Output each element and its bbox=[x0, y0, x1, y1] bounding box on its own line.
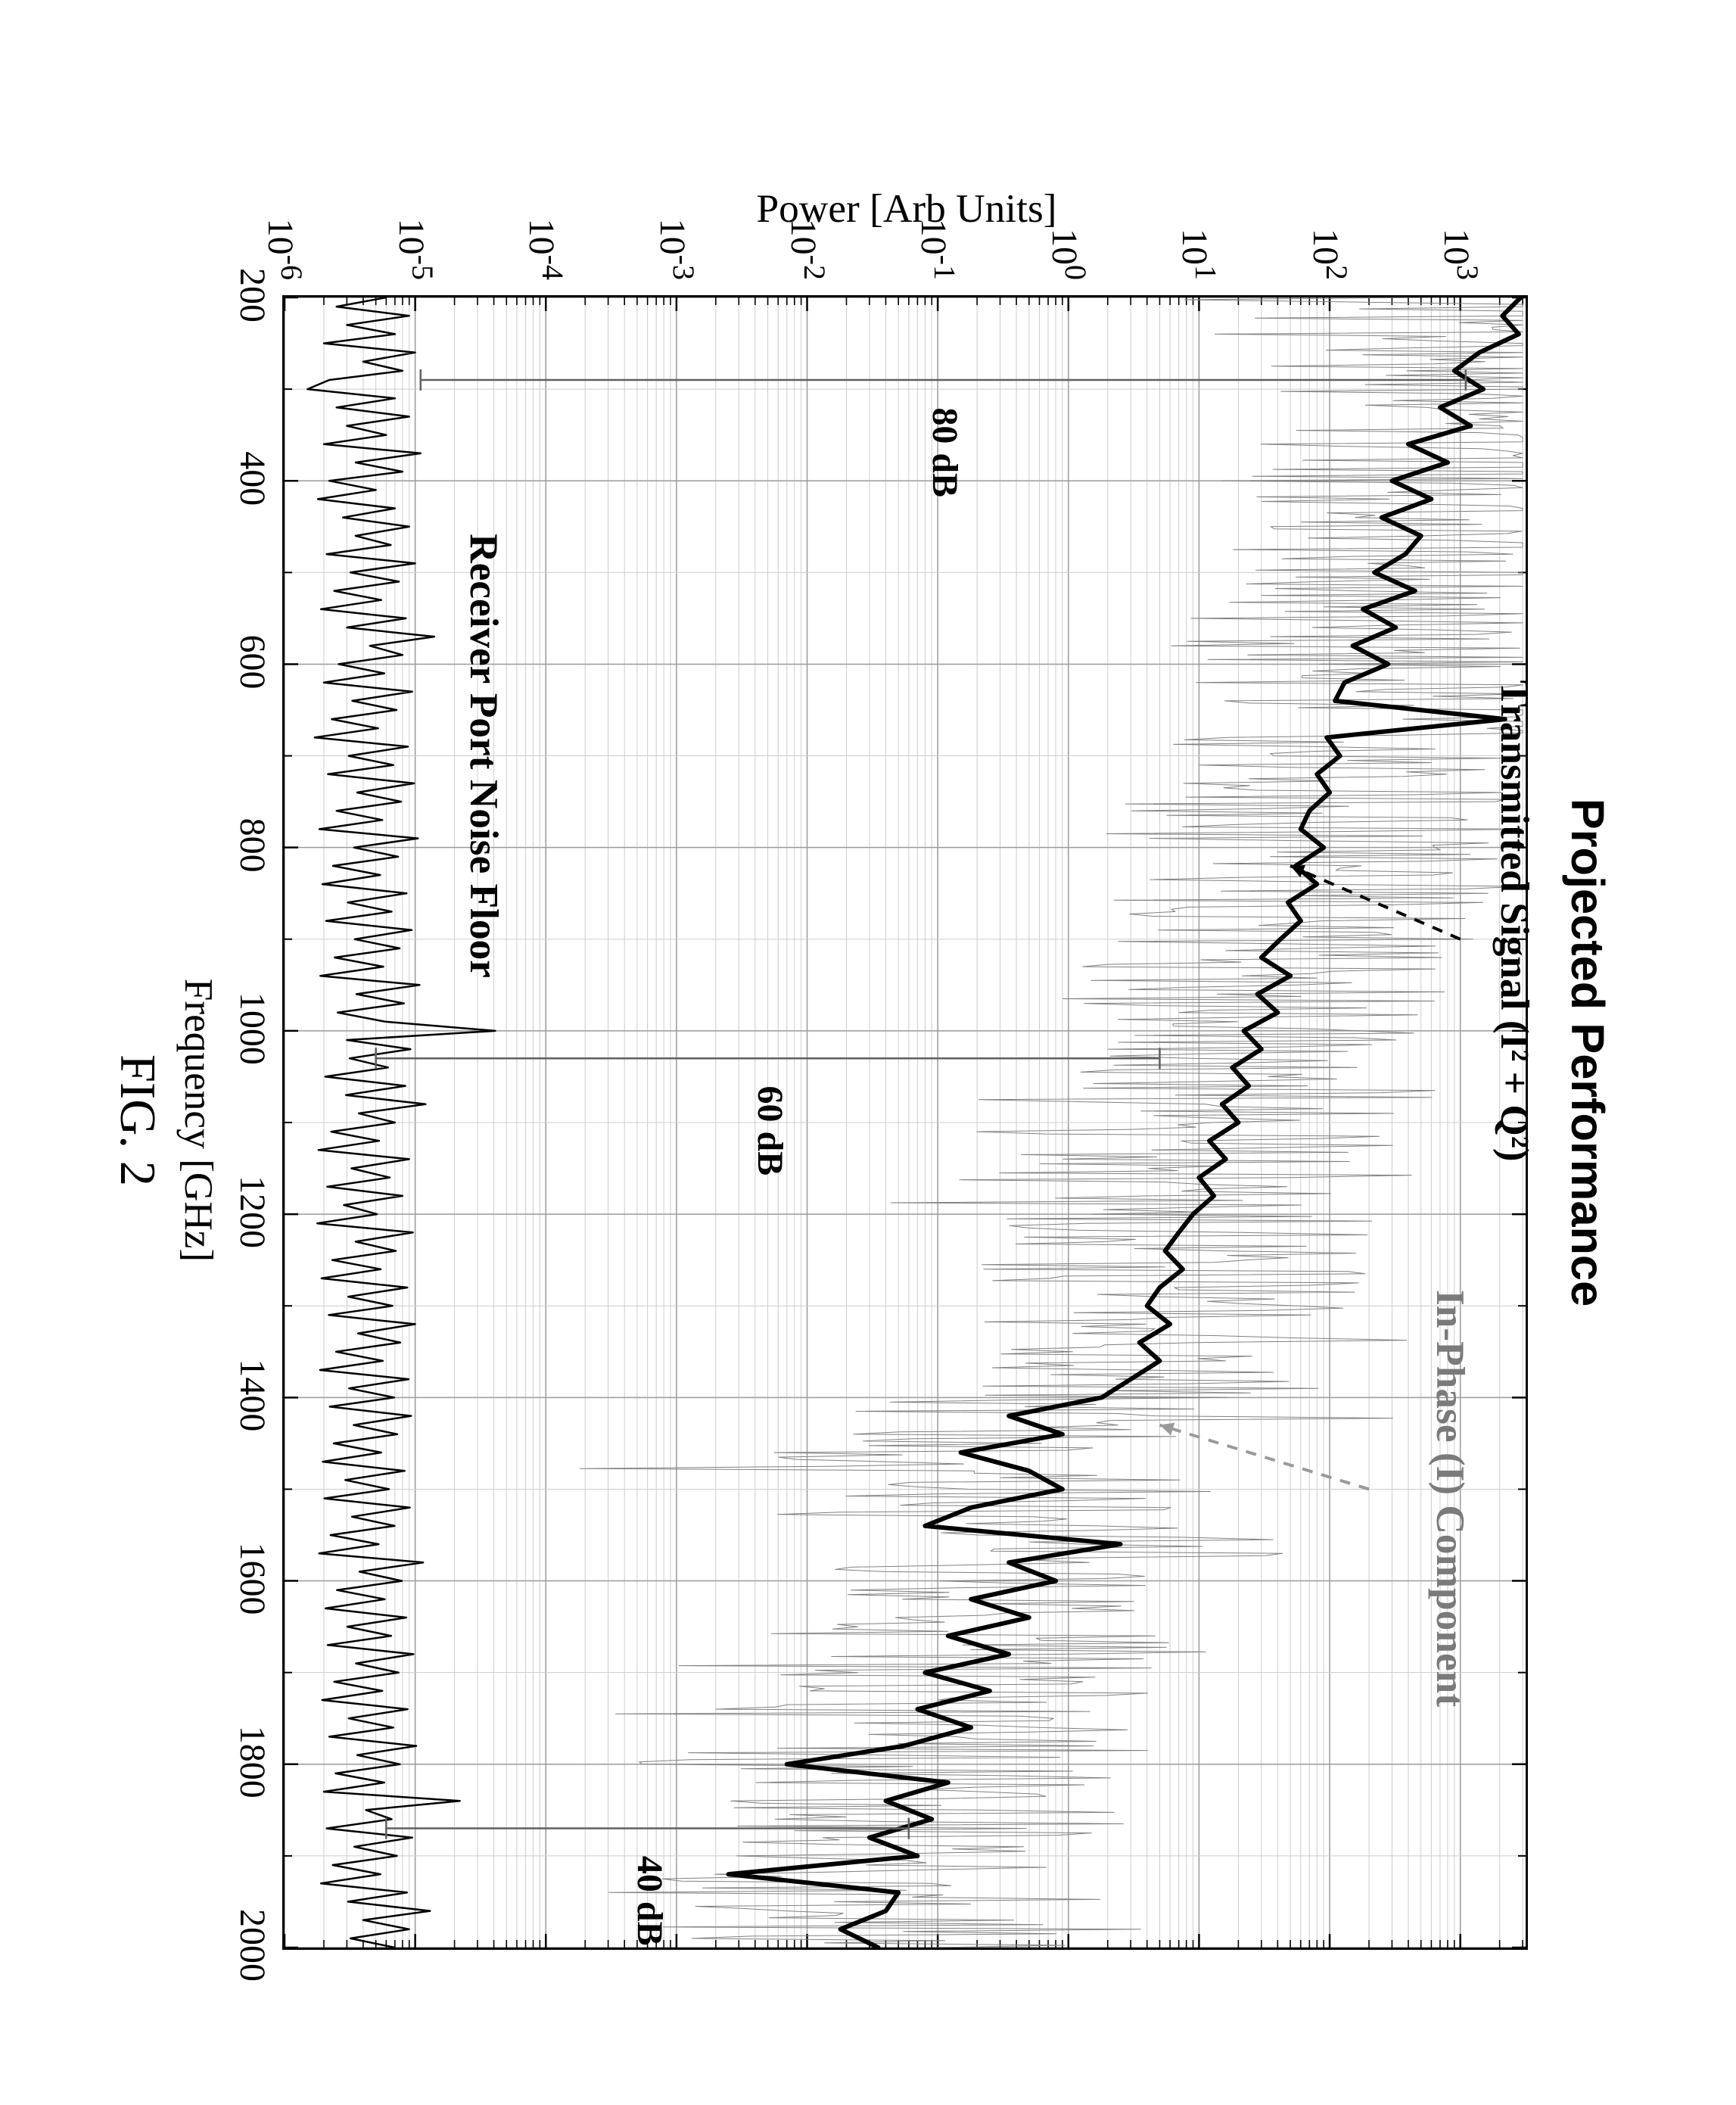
plot-area: Transmitted Signal (I² + Q²)In-Phase (I)… bbox=[282, 295, 1528, 1950]
db-80-label: 80 dB bbox=[924, 407, 966, 497]
y-tick-1e-6: 10-6 bbox=[260, 182, 310, 280]
in-phase-component-label: In-Phase (I) Component bbox=[1427, 1234, 1474, 1764]
y-tick-1e-5: 10-5 bbox=[390, 182, 440, 280]
x-tick-1600: 1600 bbox=[232, 1534, 273, 1624]
x-tick-1200: 1200 bbox=[232, 1166, 273, 1257]
x-tick-2000: 2000 bbox=[232, 1900, 273, 1991]
db-40-label: 40 dB bbox=[629, 1856, 670, 1946]
y-tick-1e-2: 10-2 bbox=[782, 182, 832, 280]
x-tick-1800: 1800 bbox=[232, 1717, 273, 1808]
db-60-label: 60 dB bbox=[749, 1086, 791, 1176]
x-tick-400: 400 bbox=[232, 433, 273, 524]
y-tick-1e-3: 10-3 bbox=[652, 182, 702, 280]
y-tick-1e3: 103 bbox=[1436, 182, 1486, 280]
x-axis-label: Frequency [GHz] bbox=[176, 295, 222, 1945]
y-tick-1e2: 102 bbox=[1305, 182, 1355, 280]
x-tick-800: 800 bbox=[232, 800, 273, 891]
x-tick-1000: 1000 bbox=[232, 983, 273, 1074]
noise-floor-label: Receiver Port Noise Floor bbox=[461, 491, 508, 1021]
figure-container: Projected Performance Power [Arb Units] … bbox=[0, 0, 1736, 2105]
x-tick-1400: 1400 bbox=[232, 1350, 273, 1440]
y-tick-1e0: 100 bbox=[1044, 182, 1094, 280]
figure-caption: FIG. 2 bbox=[108, 295, 166, 1945]
y-tick-1e-1: 10-1 bbox=[913, 182, 963, 280]
y-tick-1e-4: 10-4 bbox=[521, 182, 571, 280]
x-tick-600: 600 bbox=[232, 616, 273, 707]
y-tick-1e1: 101 bbox=[1174, 182, 1224, 280]
transmitted-signal-label: Transmitted Signal (I² + Q²) bbox=[1492, 656, 1538, 1186]
chart-title: Projected Performance bbox=[1561, 0, 1615, 2105]
